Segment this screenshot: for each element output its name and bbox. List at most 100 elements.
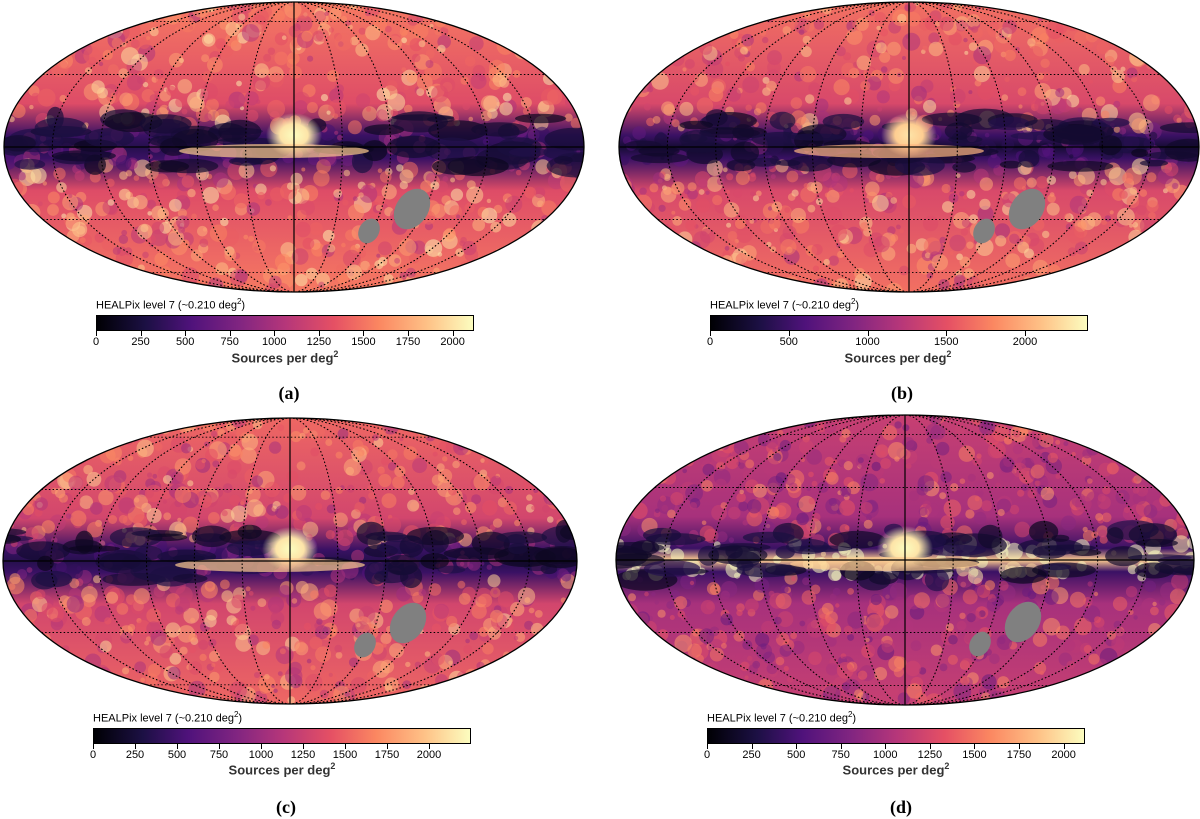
smc-mask xyxy=(354,632,376,658)
density-patch xyxy=(1055,439,1061,445)
density-patch xyxy=(63,241,75,253)
density-patch xyxy=(911,85,927,102)
density-patch xyxy=(674,634,693,653)
density-patch xyxy=(808,497,816,505)
density-patch xyxy=(230,505,248,523)
density-patch xyxy=(181,267,199,285)
density-patch xyxy=(409,38,423,52)
density-patch xyxy=(438,686,455,702)
density-patch xyxy=(619,156,629,166)
density-patch xyxy=(147,472,153,478)
density-patch xyxy=(777,698,784,705)
density-patch xyxy=(1046,175,1057,185)
density-patch xyxy=(763,651,775,664)
density-patch xyxy=(1043,590,1059,605)
density-patch xyxy=(116,419,121,425)
density-patch xyxy=(1192,53,1199,65)
density-patch xyxy=(458,418,470,430)
density-patch xyxy=(376,426,387,437)
smc-mask xyxy=(973,218,995,244)
density-patch xyxy=(1088,653,1100,665)
density-patch xyxy=(471,494,482,505)
density-patch xyxy=(376,87,390,102)
density-patch xyxy=(667,18,678,29)
density-patch xyxy=(295,505,312,521)
density-patch xyxy=(268,441,282,454)
density-patch xyxy=(1142,275,1160,292)
density-patch xyxy=(568,83,583,98)
density-patch xyxy=(1164,604,1183,622)
density-patch xyxy=(19,10,24,16)
density-patch xyxy=(910,289,916,292)
density-patch xyxy=(179,58,184,63)
density-patch xyxy=(652,116,661,124)
density-patch xyxy=(309,636,323,650)
density-patch xyxy=(744,675,749,680)
dust-lane xyxy=(362,140,388,162)
density-patch xyxy=(1113,100,1121,108)
density-patch xyxy=(204,615,217,628)
dust-lane xyxy=(726,159,756,172)
density-patch xyxy=(1121,419,1130,427)
density-patch xyxy=(306,658,312,664)
density-patch xyxy=(37,277,55,292)
density-patch xyxy=(149,94,158,103)
density-patch xyxy=(94,430,100,437)
density-patch xyxy=(683,28,697,42)
density-patch xyxy=(91,667,100,677)
density-patch xyxy=(170,639,176,645)
density-patch xyxy=(1114,72,1120,78)
density-patch xyxy=(337,428,349,440)
density-patch xyxy=(52,418,69,432)
density-patch xyxy=(133,175,140,181)
dust-lane xyxy=(508,543,528,555)
density-patch xyxy=(697,421,710,433)
density-patch xyxy=(482,138,490,145)
density-patch xyxy=(504,485,514,495)
density-patch xyxy=(1192,17,1199,31)
density-patch xyxy=(657,454,670,467)
density-patch xyxy=(967,568,984,585)
density-patch xyxy=(1141,8,1153,20)
density-patch xyxy=(807,204,816,213)
density-patch xyxy=(175,97,186,108)
density-patch xyxy=(1161,694,1178,705)
density-patch xyxy=(273,688,278,693)
density-patch xyxy=(966,14,981,28)
colorbar-tick-label: 1250 xyxy=(290,749,316,761)
density-patch xyxy=(262,641,271,649)
density-patch xyxy=(17,172,26,181)
density-patch xyxy=(55,282,63,291)
density-patch xyxy=(812,265,820,272)
dust-lane xyxy=(746,157,782,167)
density-patch xyxy=(561,571,572,582)
density-patch xyxy=(785,14,799,28)
density-patch xyxy=(543,472,554,483)
density-patch xyxy=(791,189,799,197)
density-patch xyxy=(93,575,101,584)
density-patch xyxy=(1074,30,1088,45)
density-patch xyxy=(652,468,669,484)
density-patch xyxy=(981,500,993,512)
density-patch xyxy=(759,29,767,36)
density-patch xyxy=(3,651,11,660)
density-patch xyxy=(1117,207,1135,226)
density-patch xyxy=(810,584,821,595)
density-patch xyxy=(738,501,749,512)
density-patch xyxy=(1056,2,1072,14)
density-patch xyxy=(739,661,750,672)
density-patch xyxy=(633,464,642,473)
density-patch xyxy=(565,269,579,282)
density-patch xyxy=(465,501,477,514)
sky-map xyxy=(2,417,578,705)
density-patch xyxy=(680,573,696,590)
density-patch xyxy=(989,653,1000,665)
density-patch xyxy=(265,199,272,206)
density-patch xyxy=(628,593,636,602)
density-patch xyxy=(469,631,479,641)
density-patch xyxy=(636,281,640,286)
density-patch xyxy=(539,275,556,292)
density-patch xyxy=(694,2,703,10)
density-patch xyxy=(118,68,129,79)
density-patch xyxy=(124,2,132,11)
